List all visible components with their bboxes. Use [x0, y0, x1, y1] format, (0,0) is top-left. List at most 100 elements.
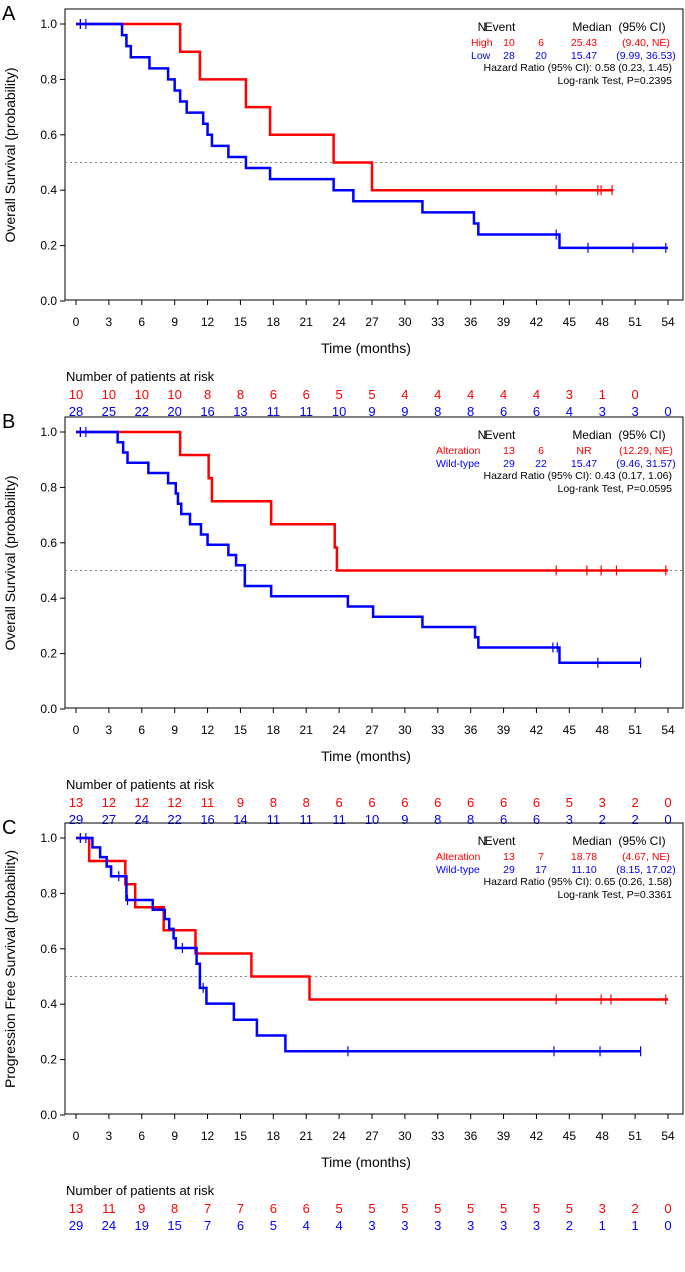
- risk-count: 27: [102, 812, 116, 827]
- x-tick-label: 42: [530, 1129, 544, 1143]
- y-tick-label: 0.0: [40, 294, 57, 308]
- risk-count: 6: [500, 795, 507, 810]
- risk-count: 10: [332, 404, 346, 419]
- x-tick-label: 9: [171, 315, 178, 329]
- risk-count: 11: [299, 812, 313, 827]
- x-tick-label: 12: [201, 723, 215, 737]
- y-tick-label: 1.0: [40, 831, 57, 845]
- series-low-curve: [76, 22, 668, 250]
- risk-count: 1: [599, 1218, 606, 1233]
- risk-count: 3: [599, 1201, 606, 1216]
- y-tick-label: 0.4: [40, 997, 57, 1011]
- risk-count: 2: [566, 1218, 573, 1233]
- x-tick-label: 6: [138, 315, 145, 329]
- risk-count: 29: [69, 1218, 83, 1233]
- risk-count: 12: [167, 795, 181, 810]
- table-row-events: 17: [535, 864, 547, 876]
- risk-count: 6: [303, 387, 310, 402]
- risk-count: 4: [533, 387, 540, 402]
- table-header-ci: (95% CI): [618, 834, 665, 848]
- series-high-curve: [76, 22, 614, 192]
- risk-count: 4: [467, 387, 474, 402]
- x-tick-label: 3: [106, 723, 113, 737]
- x-tick-label: 3: [106, 315, 113, 329]
- table-row-events: 7: [538, 851, 544, 863]
- table-header-median: Median: [572, 20, 611, 34]
- x-tick-label: 24: [332, 315, 346, 329]
- risk-count: 24: [135, 812, 149, 827]
- y-tick-label: 0.2: [40, 1053, 57, 1067]
- risk-count: 7: [204, 1201, 211, 1216]
- risk-count: 3: [566, 387, 573, 402]
- table-row-name: Alteration: [436, 851, 481, 863]
- x-tick-label: 12: [201, 1129, 215, 1143]
- logrank-text: Log-rank Test, P=0.0595: [557, 483, 672, 495]
- x-tick-label: 6: [138, 1129, 145, 1143]
- risk-count: 2: [599, 812, 606, 827]
- x-tick-label: 54: [661, 315, 675, 329]
- risk-count: 11: [267, 812, 281, 827]
- x-tick-label: 21: [300, 315, 314, 329]
- risk-count: 0: [664, 795, 671, 810]
- risk-count: 13: [233, 404, 247, 419]
- table-row-n: 10: [503, 37, 515, 49]
- risk-count: 5: [566, 1201, 573, 1216]
- risk-count: 6: [533, 404, 540, 419]
- risk-count: 24: [102, 1218, 116, 1233]
- y-tick-label: 0.6: [40, 942, 57, 956]
- risk-count: 3: [566, 812, 573, 827]
- table-header-ci: (95% CI): [618, 428, 665, 442]
- x-tick-label: 45: [563, 315, 577, 329]
- risk-count: 4: [500, 387, 507, 402]
- risk-count: 4: [335, 1218, 342, 1233]
- table-row-n: 29: [503, 458, 515, 470]
- risk-count: 6: [533, 795, 540, 810]
- risk-count: 5: [335, 1201, 342, 1216]
- table-row-events: 22: [535, 458, 547, 470]
- panel-label: A: [2, 3, 16, 25]
- x-tick-label: 3: [106, 1129, 113, 1143]
- series-wild-type-curve: [76, 836, 641, 1053]
- x-tick-label: 48: [596, 723, 610, 737]
- x-tick-label: 9: [171, 1129, 178, 1143]
- logrank-text: Log-rank Test, P=0.3361: [557, 889, 672, 901]
- table-row-n: 29: [503, 864, 515, 876]
- x-tick-label: 39: [497, 1129, 511, 1143]
- risk-table-title: Number of patients at risk: [66, 777, 215, 792]
- risk-count: 6: [467, 795, 474, 810]
- y-tick-label: 0.4: [40, 591, 57, 605]
- risk-count: 11: [201, 795, 215, 810]
- risk-count: 28: [69, 404, 83, 419]
- risk-count: 10: [135, 387, 149, 402]
- risk-count: 5: [335, 387, 342, 402]
- x-tick-label: 54: [661, 723, 675, 737]
- x-tick-label: 39: [497, 315, 511, 329]
- risk-count: 0: [631, 387, 638, 402]
- risk-count: 16: [200, 404, 214, 419]
- risk-count: 9: [138, 1201, 145, 1216]
- risk-count: 0: [664, 1201, 671, 1216]
- risk-count: 5: [533, 1201, 540, 1216]
- x-tick-label: 48: [596, 1129, 610, 1143]
- risk-count: 4: [303, 1218, 310, 1233]
- x-tick-label: 33: [431, 723, 445, 737]
- risk-count: 3: [599, 404, 606, 419]
- risk-count: 3: [434, 1218, 441, 1233]
- hazard-ratio-text: Hazard Ratio (95% CI): 0.58 (0.23, 1.45): [483, 62, 672, 74]
- plot-frame: [64, 8, 684, 301]
- x-tick-label: 0: [73, 315, 80, 329]
- risk-count: 4: [566, 404, 573, 419]
- risk-count: 5: [270, 1218, 277, 1233]
- table-row-events: 20: [535, 50, 547, 62]
- risk-count: 8: [434, 404, 441, 419]
- x-tick-label: 24: [332, 723, 346, 737]
- risk-count: 9: [401, 812, 408, 827]
- risk-count: 8: [171, 1201, 178, 1216]
- risk-count: 0: [664, 404, 671, 419]
- risk-count: 3: [467, 1218, 474, 1233]
- panel-A: A0.00.20.40.60.81.00 3 6 9 12 15 18 21 24 27 30 33 3…: [2, 3, 684, 419]
- risk-count: 0: [664, 812, 671, 827]
- x-tick-label: 30: [398, 723, 412, 737]
- risk-count: 29: [69, 812, 83, 827]
- x-tick-label: 27: [365, 723, 379, 737]
